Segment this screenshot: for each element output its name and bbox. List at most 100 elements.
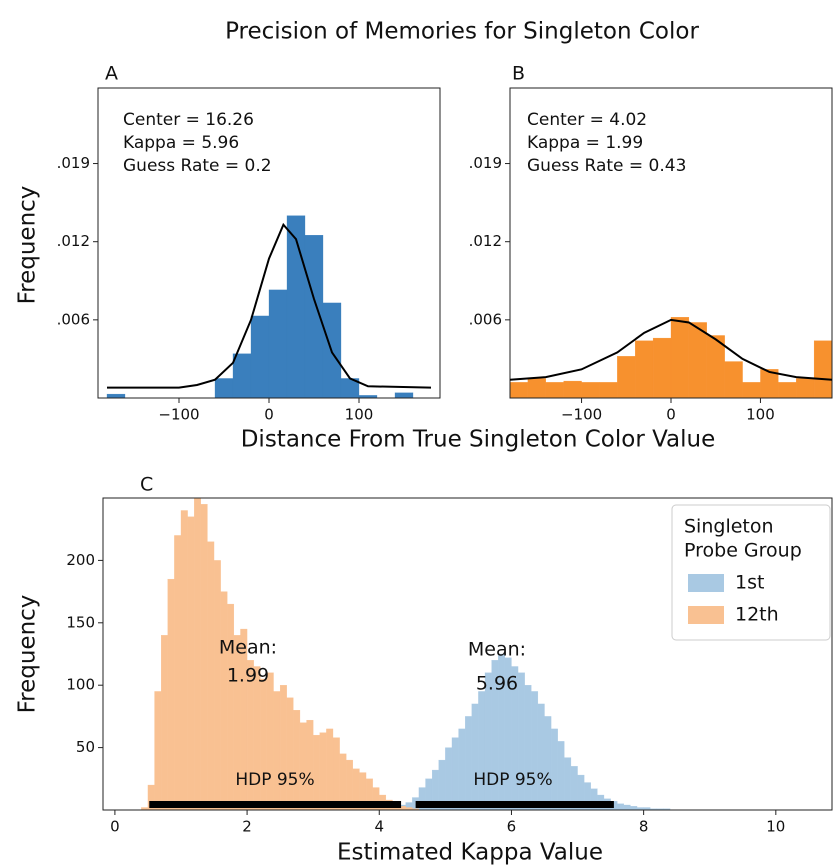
histogram-bar bbox=[796, 378, 815, 399]
histogram-bar bbox=[531, 691, 539, 811]
mean-label: Mean: bbox=[219, 637, 277, 659]
y-tick-label: .006 bbox=[57, 310, 90, 328]
histogram-bar bbox=[180, 510, 188, 811]
histogram-bar bbox=[617, 356, 636, 399]
histogram-bar bbox=[537, 703, 545, 811]
hdp-label: HDP 95% bbox=[473, 770, 552, 790]
histogram-bar bbox=[445, 747, 453, 811]
histogram-bar bbox=[154, 691, 162, 811]
panel-label: C bbox=[140, 474, 153, 496]
x-tick-label: 10 bbox=[766, 818, 785, 836]
histogram-bar bbox=[581, 382, 600, 399]
x-tick-label: 100 bbox=[746, 406, 775, 424]
mean-label: 5.96 bbox=[476, 673, 518, 695]
y-tick-label: .012 bbox=[469, 232, 502, 250]
histogram-bar bbox=[617, 803, 624, 811]
hdp-interval bbox=[415, 801, 614, 808]
histogram-bar bbox=[742, 382, 761, 399]
x-tick-label: −100 bbox=[158, 406, 199, 424]
histogram-bar bbox=[670, 317, 690, 399]
fit-annotation: Kappa = 5.96 bbox=[123, 133, 239, 153]
histogram-bar bbox=[623, 804, 631, 811]
histogram-bar bbox=[465, 716, 472, 811]
x-tick-label: −100 bbox=[561, 406, 602, 424]
x-axis-label: Estimated Kappa Value bbox=[337, 840, 603, 866]
panel-label: B bbox=[512, 63, 525, 85]
histogram-bar bbox=[306, 719, 314, 811]
histogram-bar bbox=[557, 741, 565, 811]
mean-label: Mean: bbox=[468, 639, 526, 661]
fit-annotation: Kappa = 1.99 bbox=[527, 133, 643, 153]
histogram-bar bbox=[260, 678, 268, 811]
figure-title: Precision of Memories for Singleton Colo… bbox=[225, 19, 699, 45]
histogram-bar bbox=[471, 703, 479, 811]
histogram-bar bbox=[194, 497, 201, 811]
y-tick-label: .019 bbox=[57, 154, 90, 172]
y-axis-label: Frequency bbox=[15, 186, 41, 305]
legend-title: Probe Group bbox=[684, 540, 802, 562]
histogram-bar bbox=[106, 393, 126, 399]
histogram-bar bbox=[545, 382, 564, 399]
y-tick-label: .012 bbox=[57, 232, 90, 250]
legend-label: 1st bbox=[735, 572, 764, 594]
axes-frame bbox=[102, 497, 833, 811]
hdp-interval bbox=[149, 801, 402, 808]
hdp-label: HDP 95% bbox=[235, 770, 314, 790]
y-tick-label: .006 bbox=[469, 310, 502, 328]
histogram-bar bbox=[544, 716, 552, 811]
mean-label: 1.99 bbox=[227, 665, 269, 687]
legend-title: Singleton bbox=[684, 516, 774, 538]
histogram-bar bbox=[451, 737, 459, 811]
x-tick-label: 6 bbox=[507, 818, 517, 836]
histogram-bar bbox=[174, 535, 182, 811]
histogram-bar bbox=[268, 289, 288, 399]
histogram-bar bbox=[293, 710, 301, 811]
histogram-bar bbox=[286, 215, 306, 399]
y-tick-label: 200 bbox=[66, 551, 95, 569]
x-tick-label: 0 bbox=[264, 406, 274, 424]
histogram-bar bbox=[214, 378, 234, 399]
y-tick-label: 50 bbox=[76, 738, 95, 756]
histogram-bar bbox=[232, 353, 252, 399]
fit-annotation: Center = 4.02 bbox=[527, 110, 647, 130]
histogram-bar bbox=[813, 340, 833, 399]
histogram-bar bbox=[250, 315, 270, 399]
panel-label: A bbox=[105, 63, 118, 85]
histogram-bar bbox=[524, 685, 532, 811]
histogram-bar bbox=[319, 732, 327, 811]
histogram-bar bbox=[286, 697, 294, 811]
x-tick-label: 8 bbox=[639, 818, 649, 836]
fit-curve bbox=[107, 222, 432, 389]
histogram-bar bbox=[161, 635, 168, 811]
fit-annotation: Guess Rate = 0.2 bbox=[123, 156, 272, 176]
x-tick-label: 100 bbox=[345, 406, 374, 424]
histogram-bar bbox=[527, 378, 546, 399]
histogram-bar bbox=[599, 382, 618, 399]
x-tick-label: 0 bbox=[666, 406, 676, 424]
y-tick-label: 150 bbox=[66, 613, 95, 631]
histogram-bar bbox=[326, 728, 334, 811]
histogram-bar bbox=[688, 322, 707, 399]
x-tick-label: 4 bbox=[374, 818, 384, 836]
x-axis-label: Distance From True Singleton Color Value bbox=[241, 427, 716, 453]
legend-swatch bbox=[688, 574, 724, 592]
histogram-bar bbox=[200, 504, 208, 811]
histogram-bar bbox=[394, 392, 414, 399]
histogram-bar bbox=[635, 340, 654, 399]
histogram-bar bbox=[279, 685, 287, 811]
y-tick-label: 100 bbox=[66, 676, 95, 694]
histogram-bar bbox=[299, 722, 307, 811]
fit-annotation: Guess Rate = 0.43 bbox=[527, 156, 686, 176]
histogram-bar bbox=[273, 691, 281, 811]
x-tick-label: 2 bbox=[242, 818, 252, 836]
histogram-bar bbox=[213, 560, 221, 811]
legend-swatch bbox=[688, 606, 724, 624]
legend-label: 12th bbox=[735, 604, 779, 626]
histogram-bar bbox=[187, 516, 195, 811]
histogram-bar bbox=[332, 737, 340, 811]
fit-curve bbox=[509, 318, 833, 381]
histogram-bar bbox=[220, 591, 228, 811]
histogram-bar bbox=[458, 728, 466, 811]
histogram-bar bbox=[630, 806, 638, 811]
